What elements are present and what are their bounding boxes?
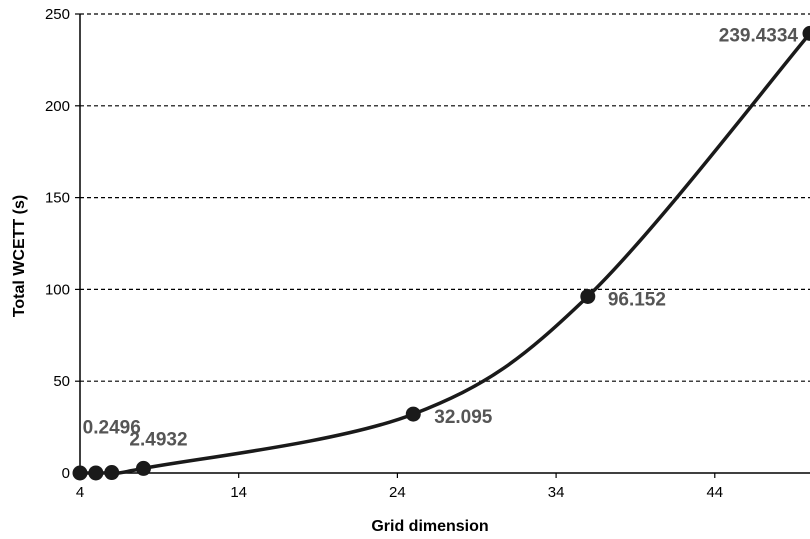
y-tick-label: 250 — [45, 6, 70, 23]
y-ticks: 0 50 100 150 200 250 — [45, 6, 80, 482]
data-label: 239.4334 — [719, 25, 799, 46]
data-label: 96.152 — [608, 289, 666, 310]
data-label: 2.4932 — [129, 429, 187, 450]
x-axis-title: Grid dimension — [371, 518, 488, 535]
data-point — [88, 465, 104, 481]
data-point — [802, 25, 810, 41]
x-tick-label: 24 — [389, 484, 406, 501]
data-point — [405, 406, 421, 422]
data-points — [72, 25, 810, 481]
data-label: 0.2496 — [83, 418, 141, 439]
y-tick-label: 200 — [45, 98, 70, 115]
data-point — [72, 465, 88, 481]
axes — [79, 14, 810, 474]
y-tick-label: 0 — [62, 465, 70, 482]
y-tick-label: 50 — [53, 373, 70, 390]
x-tick-label: 44 — [706, 484, 723, 501]
y-tick-label: 150 — [45, 190, 70, 207]
data-label: 32.095 — [434, 407, 493, 428]
y-axis-title: Total WCETT (s) — [11, 195, 28, 317]
gridlines — [80, 13, 810, 382]
data-point — [135, 460, 151, 476]
y-tick-label: 100 — [45, 281, 70, 298]
x-tick-label: 4 — [76, 484, 84, 501]
x-tick-label: 14 — [230, 484, 247, 501]
x-ticks: 4 14 24 34 44 — [76, 473, 723, 501]
x-tick-label: 34 — [548, 484, 565, 501]
data-point — [104, 465, 120, 481]
data-point — [580, 288, 596, 304]
